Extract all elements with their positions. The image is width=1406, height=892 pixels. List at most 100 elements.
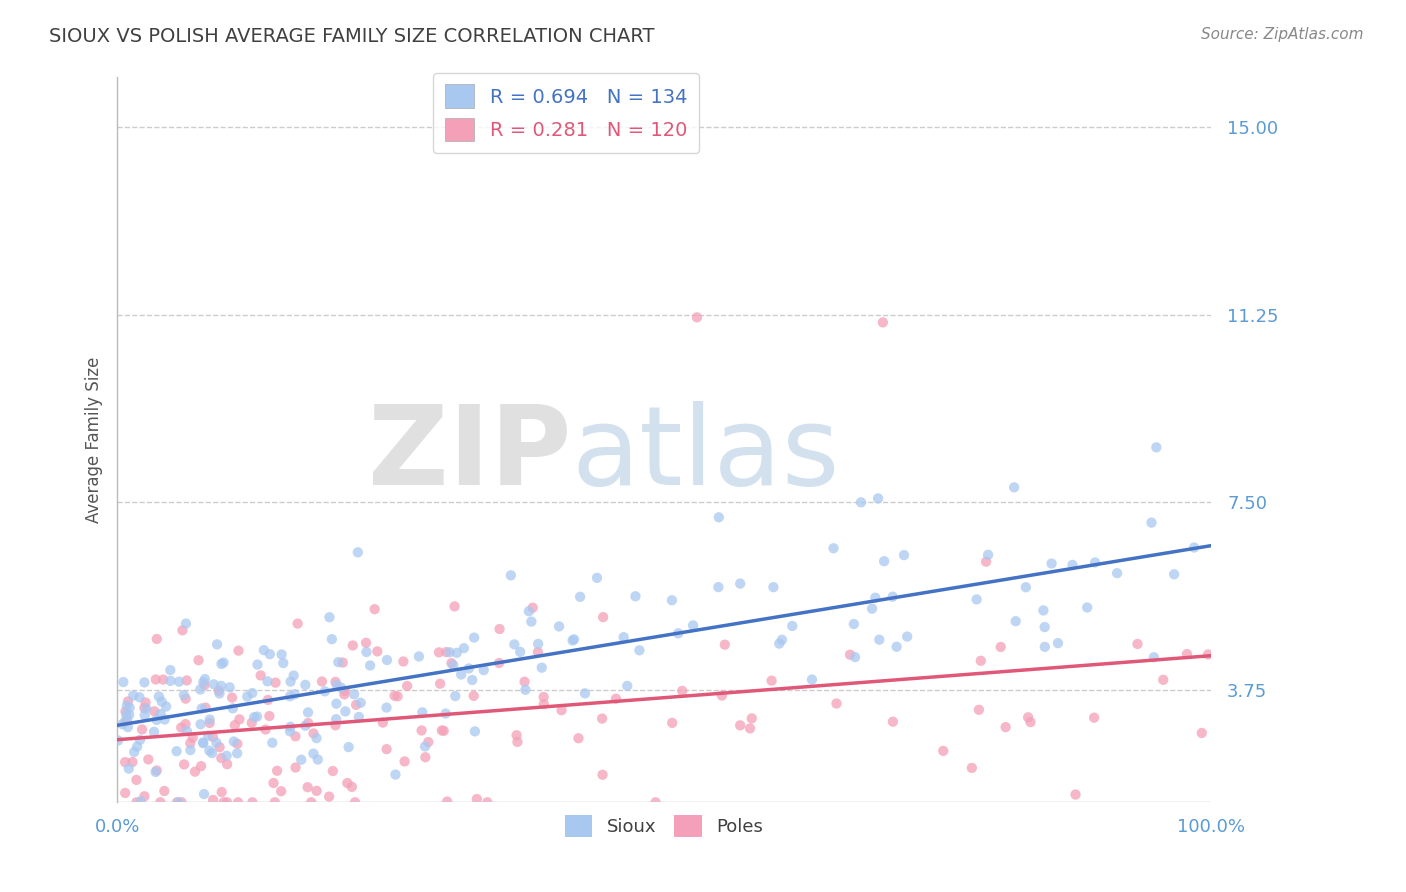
Point (527, 637, 550, 651)
Point (166, 744, 188, 758)
Point (506, 735, 529, 749)
Point (253, 643, 276, 657)
Point (150, 695, 173, 709)
Point (198, 744, 221, 758)
Point (328, 655, 350, 669)
Point (342, 639, 364, 653)
Point (297, 716, 319, 731)
Point (325, 674, 347, 689)
Point (1033, 620, 1056, 634)
Point (190, 759, 212, 773)
Point (325, 697, 347, 711)
Point (122, 689, 145, 703)
Point (515, 682, 537, 697)
Point (488, 656, 510, 670)
Point (167, 795, 190, 809)
Point (591, 712, 613, 726)
Point (193, 675, 215, 690)
Point (503, 637, 526, 651)
Point (193, 787, 215, 801)
Point (359, 658, 381, 673)
Point (114, 786, 136, 800)
Point (262, 736, 284, 750)
Point (131, 723, 153, 737)
Point (882, 714, 904, 729)
Point (728, 576, 751, 591)
Text: ZIP: ZIP (368, 401, 571, 508)
Point (188, 682, 211, 697)
Point (125, 795, 148, 809)
Point (287, 616, 309, 631)
Point (115, 698, 138, 713)
Point (613, 630, 636, 644)
Point (533, 697, 555, 711)
Point (325, 678, 347, 692)
Point (860, 601, 883, 615)
Point (967, 703, 990, 717)
Point (170, 795, 193, 809)
Point (280, 674, 302, 689)
Point (1143, 650, 1166, 665)
Point (155, 699, 177, 714)
Point (325, 718, 347, 732)
Point (411, 723, 433, 738)
Point (226, 795, 249, 809)
Point (844, 650, 866, 665)
Point (236, 690, 259, 704)
Point (318, 610, 340, 624)
Point (179, 743, 201, 757)
Point (333, 687, 356, 701)
Point (350, 696, 373, 710)
Point (330, 681, 353, 695)
Point (305, 784, 328, 798)
Point (1064, 788, 1087, 802)
Point (450, 667, 472, 681)
Point (873, 554, 896, 568)
Point (202, 677, 225, 691)
Point (217, 757, 239, 772)
Point (208, 686, 231, 700)
Point (728, 718, 751, 732)
Point (224, 718, 246, 732)
Point (457, 661, 479, 675)
Point (149, 706, 172, 721)
Point (522, 600, 544, 615)
Point (882, 590, 904, 604)
Point (114, 705, 136, 719)
Point (592, 768, 614, 782)
Point (1040, 557, 1063, 571)
Point (297, 706, 319, 720)
Point (270, 648, 292, 662)
Point (849, 495, 872, 509)
Point (134, 675, 156, 690)
Point (202, 793, 225, 807)
Point (136, 752, 159, 766)
Point (344, 698, 367, 712)
Point (1144, 441, 1167, 455)
Point (434, 645, 457, 659)
Point (605, 691, 627, 706)
Point (384, 767, 406, 781)
Point (1107, 566, 1129, 581)
Point (974, 555, 997, 569)
Point (148, 690, 170, 704)
Point (616, 679, 638, 693)
Point (644, 795, 666, 809)
Point (198, 713, 221, 727)
Point (201, 746, 224, 760)
Point (375, 700, 398, 714)
Point (321, 632, 343, 647)
Point (170, 721, 193, 735)
Point (436, 795, 458, 809)
Point (145, 764, 167, 778)
Point (661, 715, 683, 730)
Point (868, 632, 890, 647)
Point (125, 772, 148, 787)
Point (297, 780, 319, 795)
Point (661, 593, 683, 607)
Point (201, 730, 224, 744)
Point (574, 686, 596, 700)
Point (628, 643, 651, 657)
Point (1084, 556, 1107, 570)
Point (465, 792, 488, 806)
